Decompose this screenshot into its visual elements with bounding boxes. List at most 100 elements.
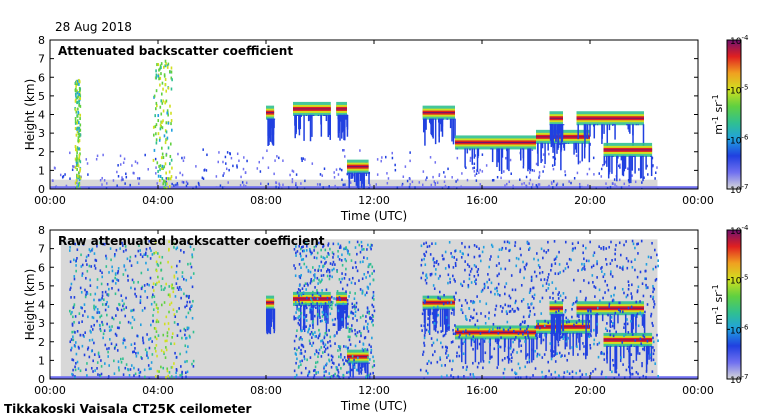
noise-speck [367, 243, 369, 247]
noise-speck [588, 167, 591, 171]
noise-speck [228, 168, 230, 172]
noise-speck [91, 247, 94, 251]
noise-speck [316, 291, 319, 295]
noise-speck [619, 163, 621, 167]
noise-speck [618, 164, 620, 168]
noise-speck [100, 282, 103, 286]
noise-speck [321, 174, 324, 177]
noise-speck [311, 293, 314, 297]
noise-speck [520, 349, 522, 353]
noise-speck [613, 377, 616, 379]
noise-speck [108, 325, 111, 329]
fall-streak [424, 118, 426, 146]
noise-speck [321, 319, 323, 323]
noise-speck [99, 241, 102, 245]
noise-speck [488, 330, 490, 333]
noise-speck [483, 338, 486, 342]
colorbar-unit-part: -1 [711, 116, 720, 124]
fall-streak [608, 124, 611, 131]
noise-speck [536, 252, 538, 255]
fall-streak [650, 155, 653, 177]
noise-speck [600, 267, 602, 270]
noise-speck [318, 265, 321, 268]
noise-speck [188, 294, 190, 298]
noise-speck [317, 314, 320, 318]
fall-streak [612, 155, 614, 157]
noise-speck [618, 301, 621, 305]
noise-speck [592, 281, 594, 284]
noise-speck [528, 182, 531, 185]
noise-speck [650, 256, 652, 259]
noise-speck [333, 334, 336, 338]
noise-speck [313, 305, 315, 308]
fall-streak [629, 155, 631, 157]
fall-streak [362, 172, 365, 189]
noise-speck [129, 259, 131, 263]
noise-speck [625, 295, 628, 299]
noise-speck [317, 269, 319, 273]
noise-speck [656, 333, 658, 337]
noise-speck [176, 182, 179, 185]
noise-speck [419, 368, 422, 372]
fall-streak [551, 332, 554, 358]
precip-speck [164, 187, 167, 189]
noise-speck [527, 336, 530, 340]
noise-speck [146, 333, 148, 336]
noise-speck [176, 183, 179, 187]
noise-speck [562, 313, 565, 317]
noise-speck [654, 265, 657, 269]
fall-streak [606, 345, 608, 364]
precip-speck [159, 164, 162, 168]
precip-speck [164, 83, 167, 87]
noise-speck [322, 264, 325, 268]
noise-speck [607, 288, 610, 292]
noise-speck [574, 246, 577, 250]
noise-speck [311, 290, 314, 294]
noise-speck [296, 186, 298, 189]
noise-speck [371, 265, 374, 269]
noise-speck [111, 325, 113, 328]
noise-speck [434, 350, 436, 353]
noise-speck [448, 240, 451, 244]
fall-streak [365, 362, 368, 364]
noise-speck [453, 295, 455, 299]
noise-speck [72, 335, 74, 339]
noise-speck [152, 293, 154, 297]
noise-speck [581, 262, 583, 266]
noise-speck [432, 341, 435, 345]
noise-speck [328, 277, 331, 281]
noise-speck [615, 330, 617, 334]
noise-speck [526, 353, 529, 356]
noise-speck [230, 156, 233, 160]
noise-speck [96, 367, 98, 370]
noise-speck [324, 248, 327, 252]
noise-speck [203, 169, 205, 172]
noise-speck [585, 373, 587, 376]
noise-speck [329, 262, 332, 265]
noise-speck [151, 295, 154, 299]
noise-speck [172, 286, 175, 290]
noise-speck [286, 186, 289, 189]
noise-speck [140, 287, 143, 290]
noise-speck [424, 278, 427, 282]
fall-streak [318, 304, 321, 317]
precip-speck [78, 126, 80, 130]
noise-speck [608, 305, 610, 308]
fall-streak [433, 308, 435, 312]
noise-speck [511, 288, 514, 292]
noise-speck [554, 360, 557, 363]
noise-speck [363, 327, 365, 330]
noise-speck [459, 250, 462, 253]
noise-speck [82, 333, 85, 337]
noise-speck [295, 245, 297, 248]
fall-streak [434, 118, 437, 145]
noise-speck [345, 267, 347, 271]
precip-speck [164, 180, 166, 184]
noise-speck [180, 296, 182, 300]
noise-speck [634, 339, 637, 342]
noise-speck [521, 320, 524, 324]
noise-speck [134, 254, 137, 258]
noise-speck [442, 334, 445, 338]
noise-speck [503, 240, 506, 244]
